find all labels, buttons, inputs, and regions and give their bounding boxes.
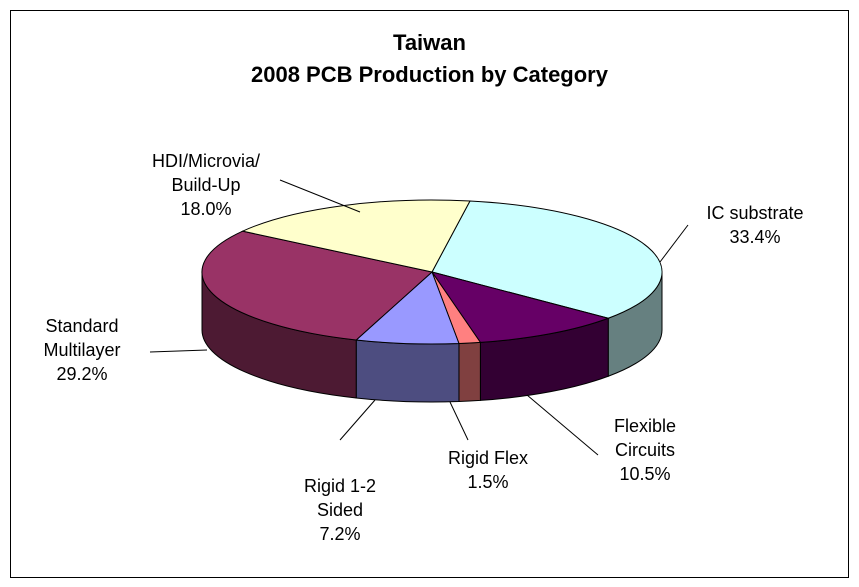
slice-label: IC substrate 33.4% xyxy=(706,201,803,249)
slice-label: Standard Multilayer 29.2% xyxy=(43,314,120,386)
value-label: 10.5% xyxy=(619,464,671,484)
slice xyxy=(201,230,434,341)
slice-label: Rigid 1-2 Sided 7.2% xyxy=(304,474,376,546)
chart-title: Taiwan xyxy=(393,30,466,55)
leader-line xyxy=(659,224,689,263)
category-label: Rigid 1-2 Sided xyxy=(303,476,377,520)
category-label: Flexible Circuits xyxy=(613,416,677,460)
value-label: 18.0% xyxy=(180,199,232,219)
slice xyxy=(241,199,471,273)
leader-line xyxy=(149,349,208,353)
chart-subtitle: 2008 PCB Production by Category xyxy=(251,62,608,87)
leader-line xyxy=(339,399,376,441)
category-label: Standard Multilayer xyxy=(43,316,121,360)
category-label: Rigid Flex xyxy=(447,448,529,468)
value-label: 33.4% xyxy=(729,227,781,247)
slice-label: Flexible Circuits 10.5% xyxy=(614,414,676,486)
slice-side xyxy=(458,341,481,403)
slice-label: HDI/Microvia/ Build-Up 18.0% xyxy=(152,149,260,221)
slice xyxy=(430,271,610,343)
leader-line xyxy=(279,179,361,213)
category-label: IC substrate xyxy=(706,203,804,223)
slice xyxy=(431,200,663,319)
category-label: HDI/Microvia/ Build-Up xyxy=(151,151,261,195)
leader-line xyxy=(526,394,599,456)
slice-side xyxy=(355,339,460,403)
slice xyxy=(355,271,460,345)
value-label: 1.5% xyxy=(467,472,509,492)
value-label: 29.2% xyxy=(56,364,108,384)
leader-line xyxy=(449,401,469,441)
slice-label: Rigid Flex 1.5% xyxy=(448,446,528,494)
value-label: 7.2% xyxy=(319,524,361,544)
